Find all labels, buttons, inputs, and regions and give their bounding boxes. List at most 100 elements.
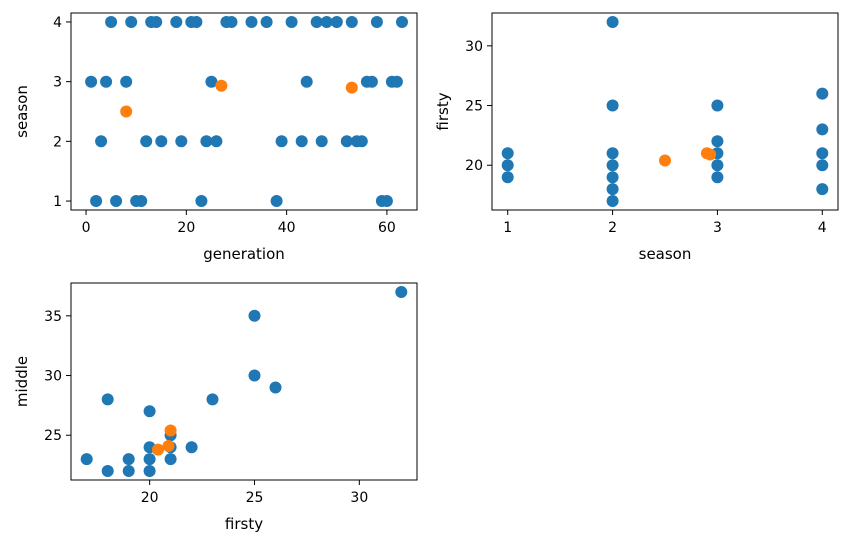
- main-point: [80, 453, 93, 466]
- main-point: [122, 465, 135, 477]
- x-tick-label: 3: [713, 220, 722, 236]
- main-point: [85, 75, 98, 88]
- highlight-point: [704, 148, 717, 161]
- main-point: [340, 135, 353, 148]
- main-point: [501, 171, 514, 184]
- main-point: [210, 135, 223, 148]
- x-tick-label: 20: [141, 490, 159, 506]
- main-point: [200, 135, 213, 148]
- main-point: [205, 75, 218, 88]
- main-point: [150, 16, 163, 28]
- main-point: [355, 135, 368, 148]
- main-point: [143, 405, 156, 418]
- x-tick-label: 60: [378, 220, 396, 236]
- main-point: [135, 195, 148, 207]
- x-tick-label: 1: [503, 220, 512, 236]
- main-point: [365, 75, 378, 88]
- main-point: [606, 183, 619, 196]
- main-point: [101, 465, 114, 477]
- main-point: [155, 135, 168, 148]
- main-point: [310, 16, 323, 28]
- main-point: [816, 183, 829, 196]
- main-point: [501, 147, 514, 160]
- y-axis-label: middle: [13, 356, 31, 407]
- subplot-firsty-vs-season: season firsty 1 2 3 4 20 25 30: [434, 12, 839, 263]
- highlight-point: [215, 79, 228, 92]
- x-axis-label: firsty: [225, 515, 263, 533]
- highlight-point: [164, 424, 177, 437]
- main-point: [125, 16, 138, 28]
- main-point: [320, 16, 333, 28]
- x-tick-label: 25: [246, 490, 264, 506]
- main-point: [270, 195, 283, 207]
- main-point: [345, 16, 358, 28]
- main-point: [110, 195, 123, 207]
- main-point: [395, 286, 408, 298]
- main-point: [175, 135, 188, 148]
- main-point: [300, 75, 313, 88]
- y-tick-label: 4: [53, 15, 62, 31]
- subplot-middle-vs-firsty: firsty middle 20 25 30 25 30 35: [13, 282, 418, 533]
- main-point: [206, 393, 219, 406]
- main-point: [170, 16, 183, 28]
- main-point: [606, 195, 619, 207]
- main-point: [816, 123, 829, 136]
- main-point: [248, 369, 261, 382]
- main-point: [143, 453, 156, 466]
- subplot-season-vs-generation: generation season 0 20 40 60 1 2 3 4: [13, 12, 418, 263]
- highlight-point: [152, 443, 164, 456]
- main-point: [295, 135, 308, 148]
- main-point: [396, 16, 408, 28]
- main-point: [370, 16, 383, 28]
- main-point: [380, 195, 393, 207]
- x-axis-label: generation: [203, 245, 285, 263]
- main-point: [185, 441, 198, 454]
- main-point: [260, 16, 273, 28]
- y-axis-label: firsty: [434, 92, 452, 130]
- main-point: [195, 195, 208, 207]
- x-tick-label: 30: [350, 490, 368, 506]
- main-point: [164, 453, 177, 466]
- main-point: [816, 147, 829, 160]
- main-point: [606, 159, 619, 172]
- y-tick-label: 2: [53, 134, 62, 150]
- main-point: [606, 99, 619, 112]
- main-point: [390, 75, 403, 88]
- main-point: [143, 465, 156, 477]
- main-point: [95, 135, 108, 148]
- main-point: [225, 16, 238, 28]
- y-tick-label: 25: [44, 428, 62, 444]
- main-point: [269, 381, 282, 394]
- main-point: [248, 309, 261, 322]
- main-point: [606, 171, 619, 184]
- main-point: [245, 16, 258, 28]
- y-tick-label: 3: [53, 75, 62, 91]
- main-point: [90, 195, 103, 207]
- highlight-point: [659, 154, 671, 167]
- x-tick-label: 0: [82, 220, 91, 236]
- axes-frame: [70, 12, 418, 211]
- main-point: [816, 87, 829, 100]
- x-tick-label: 2: [608, 220, 617, 236]
- main-point: [275, 135, 288, 148]
- main-point: [140, 135, 153, 148]
- main-point: [122, 453, 135, 466]
- y-tick-label: 20: [465, 158, 483, 174]
- y-tick-label: 25: [465, 99, 483, 115]
- main-point: [606, 16, 619, 28]
- y-tick-label: 35: [44, 309, 62, 325]
- y-tick-label: 30: [465, 39, 483, 55]
- main-point: [101, 393, 114, 406]
- main-point: [285, 16, 298, 28]
- main-point: [711, 159, 724, 172]
- main-point: [315, 135, 328, 148]
- y-axis-label: season: [13, 85, 31, 138]
- main-point: [330, 16, 343, 28]
- main-point: [711, 99, 724, 112]
- main-point: [100, 75, 113, 88]
- x-tick-label: 40: [278, 220, 296, 236]
- highlight-point: [162, 440, 175, 452]
- x-tick-label: 20: [177, 220, 195, 236]
- main-point: [120, 75, 133, 88]
